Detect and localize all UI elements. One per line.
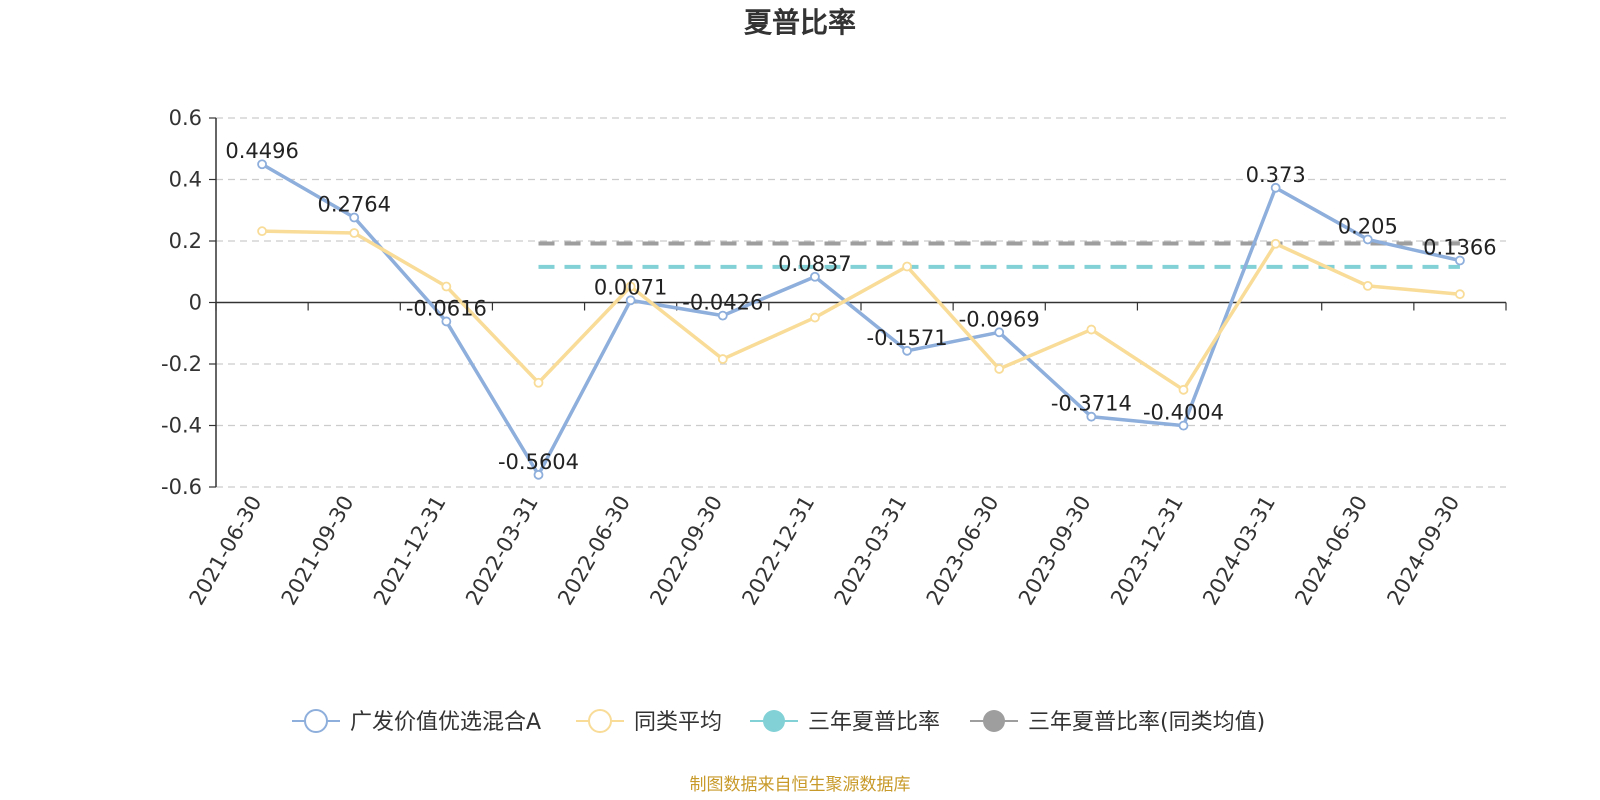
data-label: 0.1366 — [1423, 235, 1496, 259]
x-axis: 2021-06-30 2021-09-30 2021-12-31 2022-03-31… — [185, 301, 1507, 610]
data-point — [1270, 182, 1281, 193]
y-tick-label: -0.4 — [161, 414, 202, 438]
data-point — [1362, 280, 1373, 291]
data-point — [1455, 255, 1465, 266]
legend-label: 广发价值优选混合A — [350, 710, 541, 735]
x-tick-label: 2021-12-31 — [369, 492, 451, 610]
data-point — [994, 327, 1005, 338]
x-tick-label: 2024-03-31 — [1198, 492, 1280, 610]
data-point — [810, 312, 820, 323]
source-note: 制图数据来自恒生聚源数据库 — [690, 775, 911, 795]
data-point — [1455, 289, 1465, 300]
x-tick-label: 2023-03-31 — [830, 492, 912, 610]
data-point — [810, 271, 820, 282]
data-label: 0.205 — [1338, 214, 1398, 238]
data-point — [1270, 238, 1281, 249]
data-label: -0.5604 — [498, 450, 579, 474]
x-tick-label: 2022-09-30 — [645, 492, 727, 610]
data-label: 0.4496 — [225, 139, 298, 163]
chart-title: 夏普比率 — [744, 6, 856, 39]
y-tick-label: 0.4 — [169, 168, 202, 192]
y-tick-label: -0.6 — [161, 475, 202, 499]
data-point — [902, 261, 912, 272]
x-tick-label: 2023-09-30 — [1014, 492, 1096, 610]
data-point — [257, 159, 267, 170]
y-tick-label: 0 — [189, 291, 202, 315]
legend-label: 三年夏普比率(同类均值) — [1028, 710, 1265, 735]
data-label: -0.4004 — [1143, 401, 1224, 425]
legend-item[interactable]: 三年夏普比率(同类均值) — [970, 710, 1265, 735]
x-tick-label: 2022-06-30 — [553, 492, 635, 610]
data-point — [717, 354, 728, 364]
data-point — [441, 316, 452, 327]
data-point — [1086, 411, 1097, 422]
y-tick-label: 0.2 — [169, 229, 202, 253]
legend-label: 三年夏普比率 — [808, 710, 940, 735]
data-label: 0.373 — [1246, 163, 1306, 187]
data-point — [625, 281, 636, 292]
series-line — [261, 162, 1461, 477]
legend-marker — [304, 709, 328, 733]
data-point — [1086, 324, 1097, 335]
data-label: 0.2764 — [317, 193, 390, 217]
series-lines — [257, 159, 1465, 480]
y-tick-label: 0.6 — [169, 106, 202, 130]
x-tick-label: 2021-09-30 — [277, 492, 359, 610]
data-point — [1362, 234, 1373, 245]
legend-item[interactable]: 广发价值优选混合A — [292, 709, 541, 735]
data-label: -0.0616 — [406, 296, 487, 320]
series-line — [262, 229, 1461, 392]
data-point — [441, 281, 452, 292]
x-tick-label: 2023-12-31 — [1106, 492, 1188, 610]
data-point — [902, 345, 912, 356]
data-point — [349, 212, 360, 223]
x-tick-label: 2021-06-30 — [185, 492, 267, 610]
data-point — [1178, 384, 1189, 395]
legend-marker — [763, 710, 785, 732]
data-point — [533, 469, 544, 480]
data-point — [1178, 420, 1189, 431]
legend[interactable]: 广发价值优选混合A 同类平均 三年夏普比率 三年夏普比率(同类均值) — [292, 709, 1265, 735]
legend-label: 同类平均 — [634, 710, 722, 735]
data-labels: 0.4496 0.2764 -0.0616 -0.5604 0.0071 -0.0426 0… — [225, 139, 1496, 474]
x-tick-label: 2022-03-31 — [461, 492, 543, 610]
x-tick-label: 2024-06-30 — [1290, 492, 1372, 610]
data-label: -0.3714 — [1051, 392, 1132, 416]
data-label: -0.0426 — [682, 291, 763, 315]
reference-lines — [538, 241, 1460, 269]
data-label: 0.0837 — [778, 252, 851, 276]
data-point — [717, 310, 728, 321]
data-point — [257, 226, 267, 237]
data-label: 0.0071 — [594, 275, 667, 299]
y-tick-label: -0.2 — [161, 352, 202, 376]
data-point — [625, 295, 636, 306]
x-tick-label: 2024-09-30 — [1382, 492, 1464, 610]
legend-marker — [588, 709, 612, 733]
y-axis: 0.6 0.4 0.2 0 -0.2 -0.4 -0.6 — [161, 106, 217, 499]
x-tick-label: 2022-12-31 — [737, 492, 819, 610]
data-point — [349, 228, 360, 238]
grid-lines — [216, 117, 1506, 488]
data-label: -0.0969 — [959, 307, 1040, 331]
legend-item[interactable]: 同类平均 — [576, 709, 722, 735]
data-label: -0.1571 — [867, 326, 948, 350]
x-tick-label: 2023-06-30 — [922, 492, 1004, 610]
data-point — [994, 364, 1005, 374]
data-point — [533, 377, 544, 388]
legend-item[interactable]: 三年夏普比率 — [750, 710, 940, 735]
legend-marker — [983, 710, 1005, 732]
